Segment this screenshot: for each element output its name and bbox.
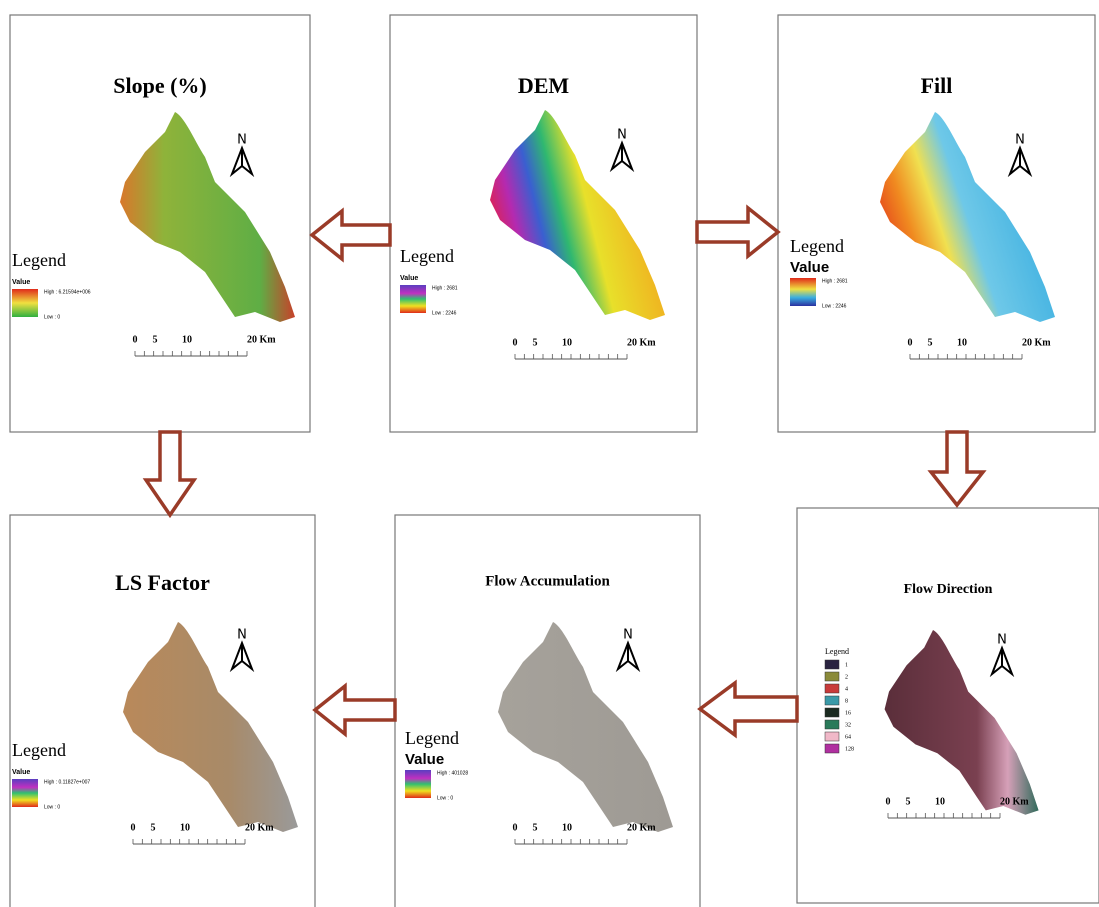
scale-label: 0	[133, 334, 138, 345]
scale-label: 0	[886, 796, 891, 807]
legend-swatch	[825, 720, 839, 729]
legend-swatch	[825, 732, 839, 741]
arrow-left	[315, 686, 395, 734]
legend-swatch	[825, 696, 839, 705]
legend-low: Low : 2246	[432, 310, 457, 316]
arrow-down	[931, 432, 983, 505]
panel-title: Fill	[921, 73, 953, 98]
panel-title: LS Factor	[115, 570, 210, 595]
scale-label: 20 Km	[627, 822, 656, 833]
legend-ramp	[400, 285, 426, 313]
legend-ramp	[12, 289, 38, 317]
legend-ramp	[12, 779, 38, 807]
scale-label: 20 Km	[1000, 796, 1029, 807]
scale-label: 10	[562, 822, 572, 833]
arrow-right	[697, 208, 778, 256]
scale-label: 20 Km	[1022, 337, 1051, 348]
legend-value: Value	[790, 259, 829, 276]
legend-low: Low : 0	[44, 314, 60, 320]
legend-low: Low : 0	[437, 795, 453, 801]
legend-item: 4	[845, 686, 848, 692]
arrow-left	[312, 211, 390, 259]
legend-low: Low : 2246	[822, 303, 847, 309]
legend-item: 128	[845, 746, 854, 752]
legend-value: Value	[12, 769, 30, 776]
legend-swatch	[825, 708, 839, 717]
legend-swatch	[825, 684, 839, 693]
legend-high: High : 401028	[437, 770, 468, 776]
scale-label: 0	[513, 822, 518, 833]
legend-ramp	[790, 278, 816, 306]
panel-title: Flow Accumulation	[485, 573, 610, 589]
legend-title: Legend	[12, 250, 66, 270]
scale-label: 10	[180, 822, 190, 833]
scale-label: 5	[906, 796, 911, 807]
legend-swatch	[825, 672, 839, 681]
scale-label: 5	[928, 337, 933, 348]
legend-low: Low : 0	[44, 804, 60, 810]
legend-high: High : 2681	[822, 278, 848, 284]
legend-value: Value	[12, 279, 30, 286]
scale-label: 10	[935, 796, 945, 807]
legend-title: Legend	[405, 728, 459, 748]
legend-item: 8	[845, 698, 848, 704]
legend-item: 16	[845, 710, 851, 716]
legend-high: High : 6.21594e+006	[44, 289, 91, 295]
scale-label: 20 Km	[245, 822, 274, 833]
arrow-left	[700, 683, 797, 735]
legend-swatch	[825, 744, 839, 753]
scale-label: 5	[153, 334, 158, 345]
legend-ramp	[405, 770, 431, 798]
scale-label: 5	[151, 822, 156, 833]
legend-item: 2	[845, 674, 848, 680]
legend-value: Value	[400, 275, 418, 282]
legend-title: Legend	[12, 740, 66, 760]
legend-title: Legend	[825, 647, 849, 656]
legend-title: Legend	[790, 236, 844, 256]
scale-label: 5	[533, 822, 538, 833]
legend-swatch	[825, 660, 839, 669]
scale-label: 0	[131, 822, 136, 833]
scale-label: 0	[908, 337, 913, 348]
legend-title: Legend	[400, 246, 454, 266]
legend-high: High : 0.11827e+007	[44, 779, 90, 785]
scale-label: 10	[957, 337, 967, 348]
scale-label: 0	[513, 337, 518, 348]
legend-item: 32	[845, 722, 851, 728]
scale-label: 5	[533, 337, 538, 348]
legend-value: Value	[405, 751, 444, 768]
scale-label: 10	[182, 334, 192, 345]
legend-item: 1	[845, 662, 848, 668]
arrow-down	[146, 432, 194, 515]
panel-title: Flow Direction	[904, 582, 993, 597]
scale-label: 20 Km	[247, 334, 276, 345]
legend-high: High : 2681	[432, 285, 458, 291]
legend-item: 64	[845, 734, 851, 740]
panel-title: DEM	[518, 73, 570, 98]
scale-label: 10	[562, 337, 572, 348]
workflow-diagram: Slope (%)N051020 KmLegendValueHigh : 6.2…	[0, 0, 1099, 907]
panel-title: Slope (%)	[113, 73, 207, 98]
scale-label: 20 Km	[627, 337, 656, 348]
